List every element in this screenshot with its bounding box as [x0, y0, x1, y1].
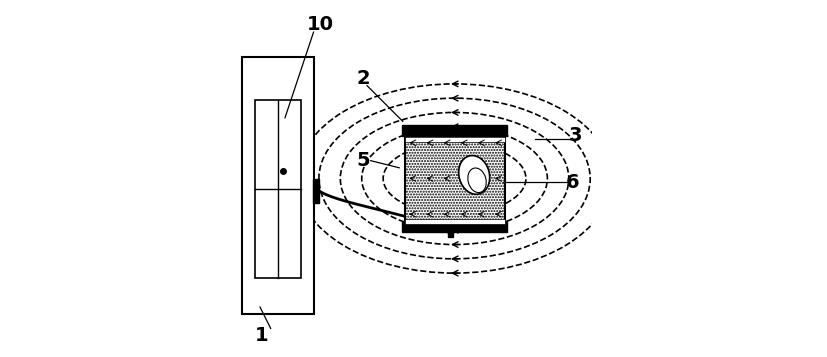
- Bar: [404, 137, 504, 142]
- Bar: [242, 57, 313, 314]
- Text: 6: 6: [566, 172, 579, 192]
- Bar: [255, 100, 301, 278]
- Bar: [448, 232, 453, 237]
- Ellipse shape: [468, 168, 486, 192]
- Bar: [313, 178, 319, 203]
- Text: 1: 1: [255, 326, 269, 345]
- Ellipse shape: [459, 156, 490, 194]
- Text: 10: 10: [307, 15, 334, 35]
- Text: 5: 5: [356, 151, 370, 170]
- Text: 2: 2: [356, 69, 370, 88]
- Text: 3: 3: [569, 126, 583, 145]
- Bar: [404, 219, 504, 224]
- Bar: [404, 129, 504, 228]
- Bar: [402, 125, 508, 136]
- Bar: [402, 221, 508, 232]
